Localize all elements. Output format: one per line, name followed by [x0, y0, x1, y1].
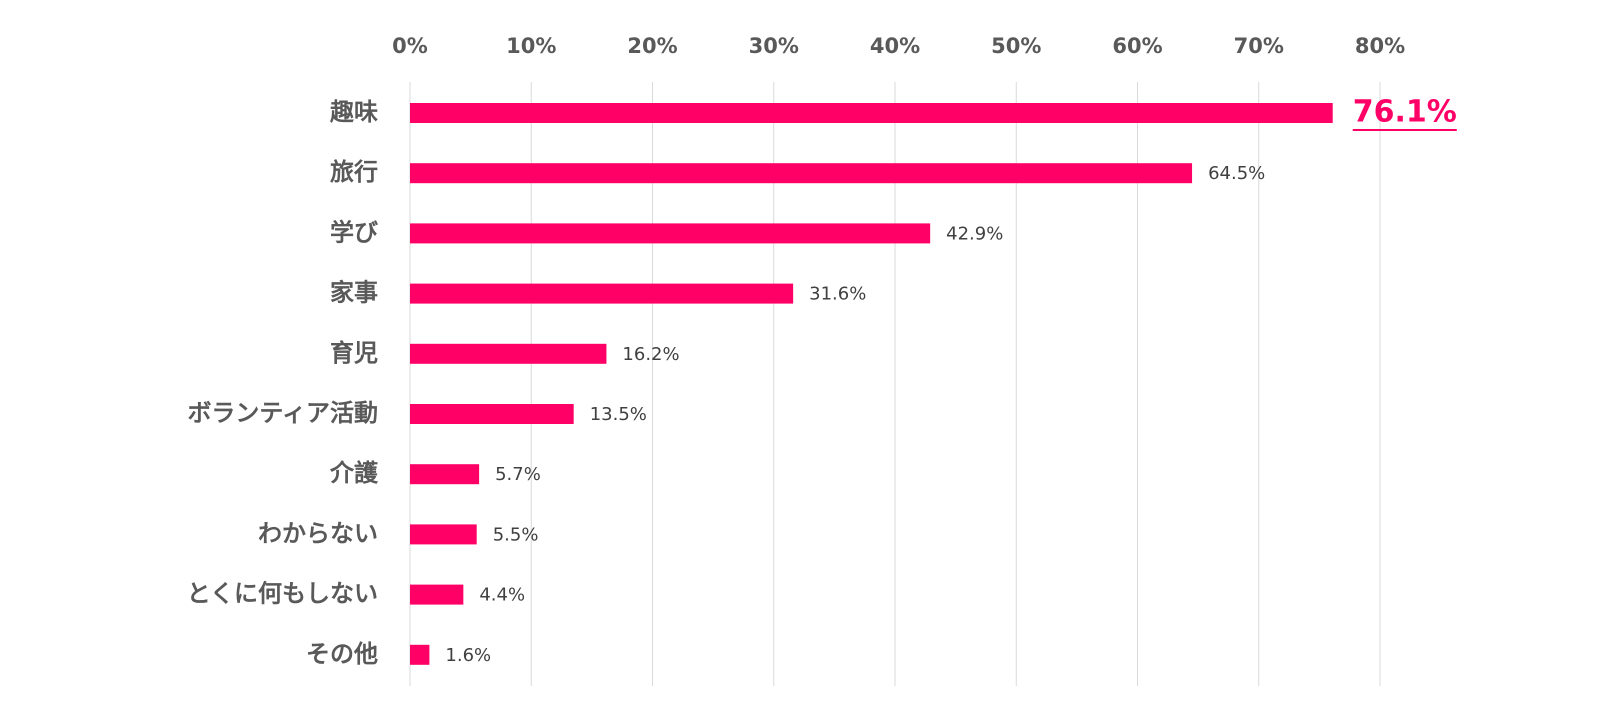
bar: [410, 163, 1193, 184]
x-tick-label: 60%: [1112, 34, 1162, 58]
value-label: 1.6%: [445, 645, 491, 666]
bar: [410, 343, 607, 364]
category-label: 介護: [329, 459, 379, 487]
x-tick-label: 80%: [1355, 34, 1405, 58]
value-label-highlight: 76.1%: [1353, 95, 1457, 130]
bar: [410, 404, 574, 424]
x-tick-label: 0%: [392, 34, 428, 58]
x-tick-label: 50%: [991, 34, 1041, 58]
category-label: 学び: [330, 218, 378, 246]
bar: [410, 644, 430, 665]
bar: [410, 223, 931, 244]
value-label: 16.2%: [622, 344, 679, 365]
category-label: 育児: [330, 339, 378, 367]
bar: [410, 524, 477, 545]
category-label: ボランティア活動: [187, 399, 378, 427]
value-label: 5.7%: [495, 464, 541, 485]
value-label: 42.9%: [946, 223, 1003, 244]
value-label: 4.4%: [479, 585, 525, 606]
value-label: 31.6%: [809, 284, 866, 305]
x-tick-label: 10%: [506, 34, 556, 58]
x-tick-label: 70%: [1234, 34, 1284, 58]
category-label: わからない: [258, 519, 378, 547]
bar: [410, 584, 464, 605]
category-label: 家事: [330, 279, 378, 307]
bar: [410, 464, 480, 485]
bar: [410, 283, 794, 304]
x-axis-ticks: 0% 10% 20% 30% 40% 50% 60% 70% 80%: [392, 34, 1405, 58]
x-tick-label: 20%: [627, 34, 677, 58]
category-label: その他: [306, 640, 378, 668]
x-tick-label: 30%: [749, 34, 799, 58]
category-label: とくに何もしない: [187, 580, 378, 608]
value-labels: 76.1% 64.5% 42.9% 31.6% 16.2% 13.5% 5.7% 5.5% 4.…: [445, 95, 1457, 666]
x-tick-label: 40%: [870, 34, 920, 58]
value-label: 5.5%: [493, 524, 539, 545]
value-label: 64.5%: [1208, 163, 1265, 184]
value-label: 13.5%: [590, 404, 647, 425]
bar: [410, 103, 1333, 123]
bars: [410, 103, 1333, 665]
category-label: 旅行: [330, 158, 378, 186]
category-label: 趣味: [329, 98, 378, 126]
